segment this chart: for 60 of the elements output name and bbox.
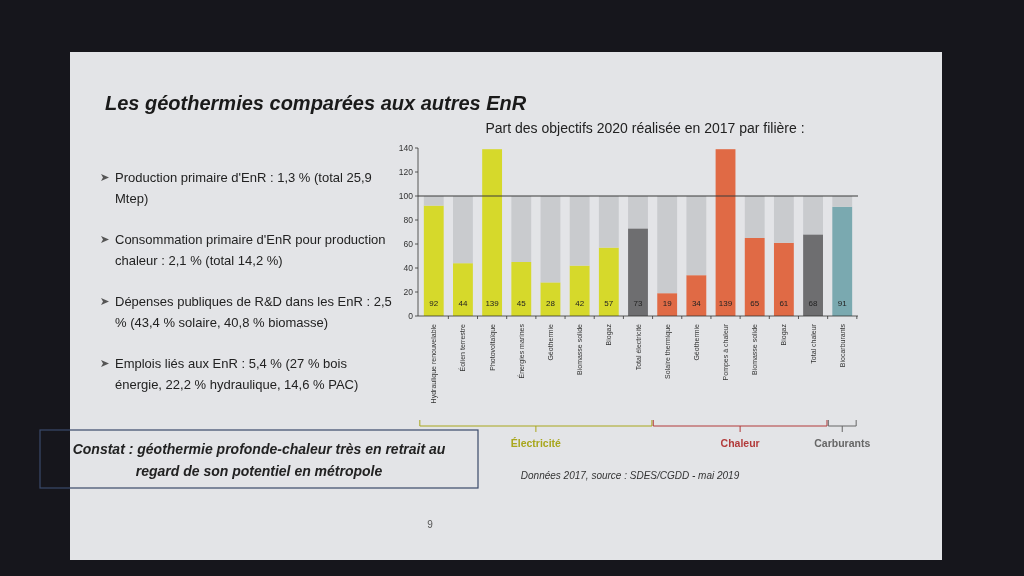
- bar: [511, 196, 532, 262]
- bar: [773, 196, 794, 243]
- data-label: 28: [546, 299, 556, 308]
- bar: [453, 196, 473, 264]
- data-label: 65: [750, 299, 760, 308]
- text: Chaleur: [720, 437, 760, 449]
- text: Carburants: [814, 437, 871, 449]
- bar: [803, 234, 823, 316]
- bar: [482, 149, 503, 316]
- bar: [744, 196, 765, 238]
- text: 9: [427, 519, 434, 530]
- bar: [628, 228, 648, 316]
- data-label: 68: [808, 299, 819, 308]
- text: Production primaire d'EnR : 1,3 % (total 25,9 Mtep): [115, 170, 372, 206]
- bar: [715, 149, 736, 316]
- text: Emplois liés aux EnR : 5,4 % (27 % bois énergie, 22,2 % hydraulique, 14,6 % PAC): [115, 356, 359, 392]
- data-label: 91: [837, 299, 848, 308]
- bar: [773, 242, 794, 316]
- bar: [628, 196, 648, 229]
- data-label: 45: [516, 299, 527, 308]
- bar: [803, 196, 823, 235]
- chart-title: Part des objectifs 2020 réalisée en 2017 par filière :: [485, 120, 805, 136]
- bar: [569, 265, 590, 316]
- data-label: 139: [718, 299, 733, 308]
- bar: [540, 196, 561, 283]
- bar: [832, 196, 853, 207]
- bar: [686, 275, 707, 316]
- data-label: 139: [485, 299, 500, 308]
- bar: [744, 238, 765, 316]
- bar: [569, 196, 590, 266]
- data-label: 19: [662, 299, 673, 308]
- bar: [598, 247, 619, 316]
- y-tick-label: 20: [403, 287, 414, 297]
- bar: [511, 262, 532, 316]
- text: Consommation primaire d'EnR pour production chaleur : 2,1 % (total 14,2 %): [115, 232, 386, 268]
- bar: [657, 196, 678, 294]
- data-label: 73: [633, 299, 643, 308]
- y-tick-label: 120: [398, 167, 414, 177]
- data-label: 34: [691, 299, 702, 308]
- y-tick-label: 100: [398, 191, 414, 201]
- data-label: 42: [575, 299, 585, 308]
- text: Les géothermies comparées aux autres EnR: [105, 92, 527, 114]
- text: Dépenses publiques de R&D dans les EnR : 2,5 % (43,4 % solaire, 40,8 % biomasse): [115, 294, 392, 330]
- bar: [832, 206, 853, 316]
- text: Électricité: [510, 437, 562, 449]
- y-tick-label: 80: [403, 215, 414, 225]
- y-tick-label: 0: [408, 311, 414, 321]
- bar: [423, 205, 444, 316]
- y-tick-label: 40: [403, 263, 414, 273]
- bar: [453, 263, 473, 316]
- y-tick-label: 140: [398, 143, 414, 153]
- bar: [598, 196, 619, 248]
- y-tick-label: 60: [403, 239, 414, 249]
- text: Données 2017, source : SDES/CGDD - mai 2019: [520, 470, 740, 481]
- text: Constat : géothermie profonde-chaleur très en retrait au regard de son potentiel en métropole: [72, 441, 446, 479]
- bar: [686, 196, 707, 276]
- data-label: 92: [429, 299, 439, 308]
- data-label: 61: [779, 299, 789, 308]
- data-label: 57: [604, 299, 614, 308]
- data-label: 44: [458, 299, 468, 308]
